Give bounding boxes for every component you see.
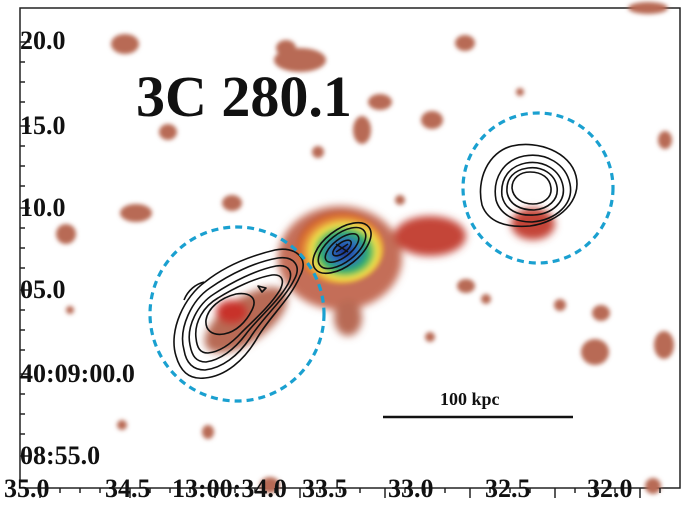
southeast-lobe-circle [148,225,326,403]
xray-noise-blobs [56,2,674,494]
xray-core [296,212,384,284]
northwest-lobe-contours [479,143,578,228]
x-tick-label: 32.5 [485,474,531,503]
x-tick-label: 32.0 [587,474,633,503]
y-tick-label: 10.0 [20,193,66,222]
x-tick-label: 34.5 [105,474,151,503]
scale-bar-label: 100 kpc [440,389,500,409]
y-axis-ticks [20,41,30,457]
x-tick-label: 35.0 [4,474,50,503]
y-tick-label: 40:09:00.0 [20,359,135,388]
core-contours [312,221,372,275]
x-tick-label: 33.5 [302,474,348,503]
y-tick-label: 20.0 [20,26,66,55]
x-tick-label: 13:00:34.0 [172,474,287,503]
y-tick-label: 08:55.0 [20,441,101,470]
x-tick-label: 33.0 [388,474,434,503]
x-axis-ticks [39,488,661,498]
y-tick-label: 15.0 [20,111,66,140]
y-tick-label: 05.0 [20,275,66,304]
source-title: 3C 280.1 [136,64,352,129]
core-marker [335,243,349,253]
southeast-lobe-contours [173,248,304,380]
northwest-lobe-circle [461,111,615,265]
